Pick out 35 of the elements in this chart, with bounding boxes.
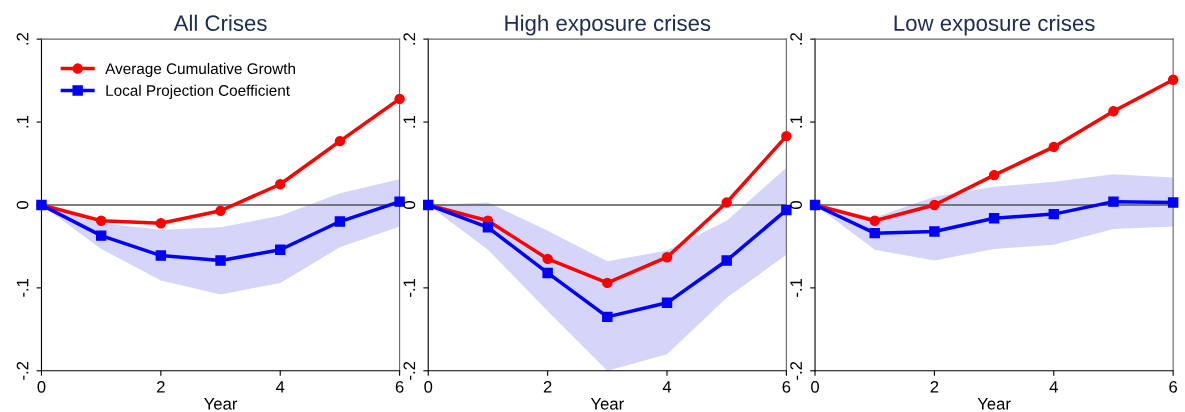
y-tick-label: .2 — [790, 33, 802, 45]
x-axis-title: Year — [590, 398, 624, 410]
chart-title: All Crises — [173, 14, 267, 32]
x-tick-label: 0 — [37, 380, 46, 393]
legend-label: Local Projection Coefficient — [106, 84, 290, 99]
x-tick-label: 6 — [395, 380, 404, 393]
y-tick-label: .2 — [403, 33, 416, 45]
y-tick-label: -.2 — [403, 361, 416, 380]
y-tick-label: -.2 — [790, 361, 802, 380]
chart-title: Low exposure crises — [894, 14, 1095, 36]
legend-label: Average Cumulative Growth — [105, 62, 295, 78]
x-tick-label: 2 — [157, 380, 165, 393]
x-tick-label: 4 — [662, 381, 672, 393]
y-tick-label: -.1 — [16, 278, 29, 297]
y-tick-label: -.1 — [790, 278, 802, 297]
y-tick-label: 0 — [403, 200, 416, 209]
x-axis-title: Year — [204, 398, 238, 410]
x-tick-label: 0 — [424, 380, 433, 393]
x-tick-label: 4 — [1049, 381, 1058, 393]
x-tick-label: 6 — [1169, 380, 1178, 393]
x-tick-label: 2 — [930, 380, 939, 393]
x-tick-label: 6 — [782, 380, 791, 393]
y-tick-label: .1 — [403, 115, 416, 128]
x-tick-label: 0 — [811, 380, 820, 393]
y-tick-label: 0 — [16, 200, 29, 209]
x-axis-title: Year — [977, 398, 1011, 410]
chart-title: High exposure crises — [505, 14, 711, 36]
x-tick-label: 4 — [275, 381, 285, 393]
x-tick-label: 2 — [543, 380, 552, 393]
y-tick-label: .1 — [790, 115, 802, 128]
y-tick-label: 0 — [790, 200, 803, 209]
y-tick-label: .1 — [16, 115, 29, 128]
y-tick-label: -.2 — [16, 361, 29, 380]
y-tick-label: .2 — [16, 33, 29, 45]
y-tick-label: -.1 — [403, 278, 416, 297]
